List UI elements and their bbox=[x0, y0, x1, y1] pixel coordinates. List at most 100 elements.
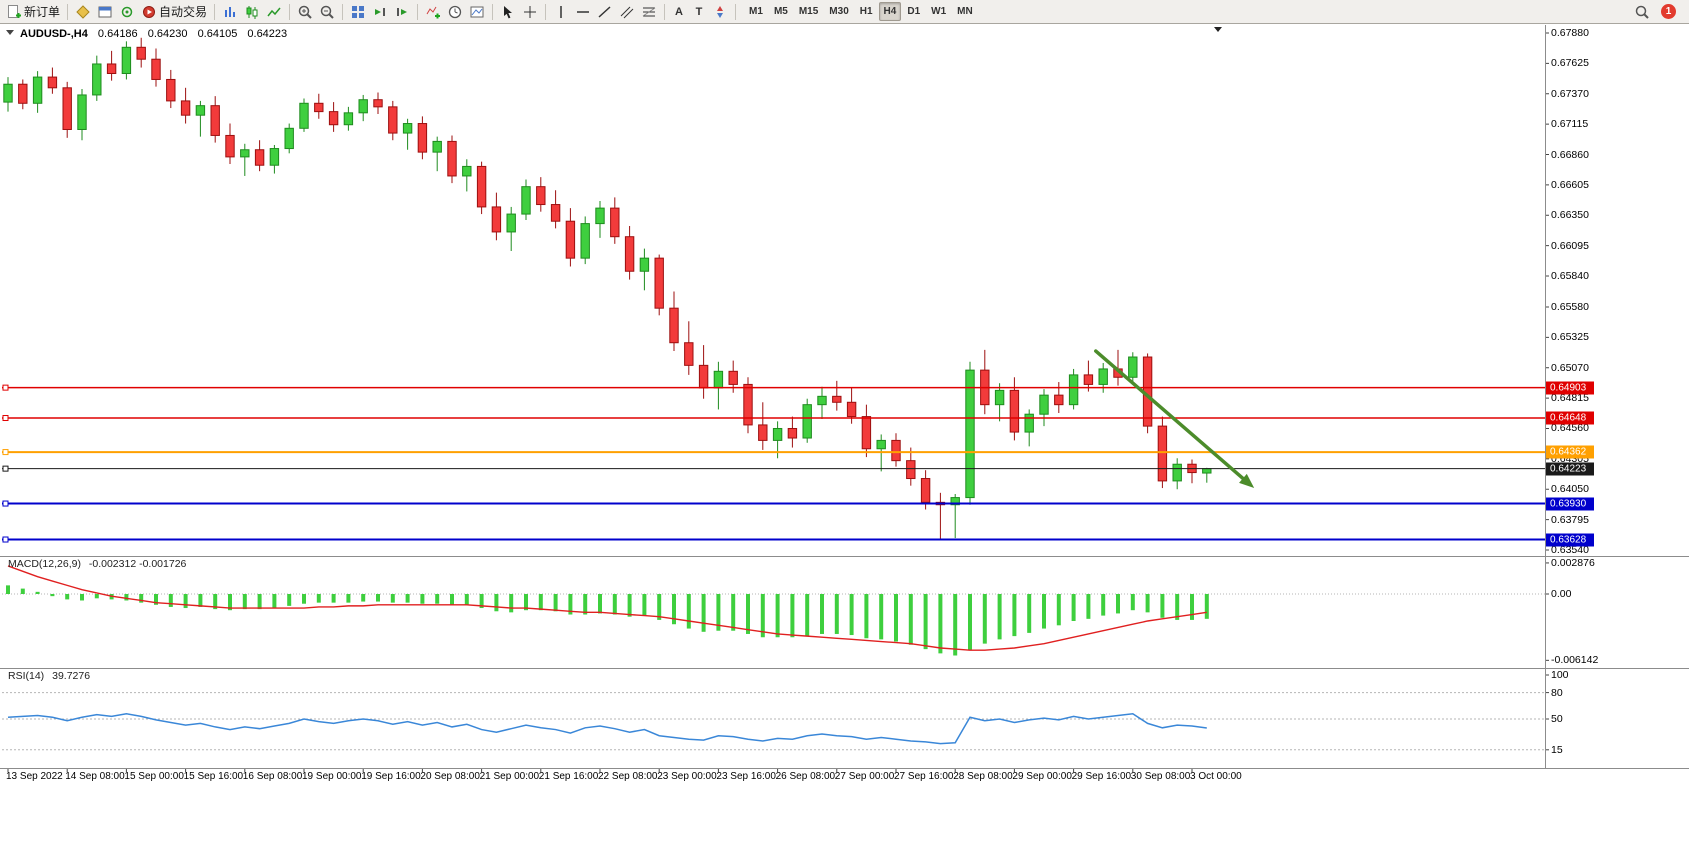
timeframe-M15[interactable]: M15 bbox=[798, 6, 819, 17]
timeframe-W1[interactable]: W1 bbox=[931, 6, 947, 17]
macd-name: MACD(12,26,9) bbox=[8, 558, 81, 570]
timeframe-H4[interactable]: H4 bbox=[878, 2, 902, 21]
tile-windows-button[interactable] bbox=[348, 2, 368, 22]
one-click-trading-toggle[interactable] bbox=[6, 30, 14, 35]
market-watch-button[interactable] bbox=[117, 2, 137, 22]
line-chart-button[interactable] bbox=[264, 2, 284, 22]
search-icon bbox=[1634, 4, 1650, 20]
price-tag: 0.64362 bbox=[1546, 445, 1594, 459]
chart-shift-marker[interactable] bbox=[1214, 27, 1222, 32]
panel-separator-rsi[interactable] bbox=[0, 668, 1689, 669]
timeframe-M1[interactable]: M1 bbox=[749, 6, 763, 17]
timeframe-D1[interactable]: D1 bbox=[907, 6, 921, 17]
open-value: 0.64186 bbox=[97, 28, 138, 40]
trendline-button[interactable] bbox=[595, 2, 615, 22]
text-label-button[interactable]: T bbox=[690, 2, 708, 22]
hline-handle[interactable] bbox=[2, 384, 9, 391]
horizontal-line-button[interactable] bbox=[573, 2, 593, 22]
candle-body bbox=[136, 46, 146, 60]
trend-arrow-head[interactable] bbox=[1239, 473, 1255, 489]
arrows-button[interactable] bbox=[710, 2, 730, 22]
candle-body bbox=[861, 416, 872, 450]
text-button[interactable]: A bbox=[670, 2, 688, 22]
price-axis-label: 0.66860 bbox=[1551, 148, 1589, 161]
bar-chart-button[interactable] bbox=[220, 2, 240, 22]
timeframe-M5[interactable]: M5 bbox=[773, 6, 788, 17]
chart-header: AUDUSD-,H4 0.64186 0.64230 0.64105 0.642… bbox=[20, 28, 294, 40]
time-axis-label: 26 Sep 08:00 bbox=[775, 771, 836, 782]
fibonacci-button[interactable] bbox=[639, 2, 659, 22]
notification-badge[interactable]: 1 bbox=[1661, 4, 1676, 19]
trend-arrow[interactable] bbox=[1094, 349, 1249, 484]
zoom-in-button[interactable] bbox=[295, 2, 315, 22]
price-tag: 0.63628 bbox=[1546, 533, 1594, 547]
periods-button[interactable] bbox=[445, 2, 465, 22]
vertical-line-button[interactable] bbox=[551, 2, 571, 22]
time-axis-label: 19 Sep 00:00 bbox=[302, 771, 362, 782]
rsi-name: RSI(14) bbox=[8, 670, 45, 682]
time-axis-label: 21 Sep 00:00 bbox=[479, 771, 540, 782]
crosshair-button[interactable] bbox=[520, 2, 540, 22]
new-order-icon bbox=[6, 4, 22, 20]
templates-icon bbox=[469, 4, 485, 20]
candle-body bbox=[121, 46, 132, 75]
candle-body bbox=[550, 204, 561, 222]
zoom-out-icon bbox=[319, 4, 335, 20]
price-tag: 0.64223 bbox=[1546, 462, 1594, 476]
candle-body bbox=[491, 206, 502, 233]
candle-body bbox=[506, 213, 516, 233]
price-axis-label: 0.66350 bbox=[1551, 209, 1589, 222]
candle-body bbox=[1202, 468, 1212, 474]
cursor-button[interactable] bbox=[498, 2, 518, 22]
candle-body bbox=[343, 112, 354, 126]
hline-handle[interactable] bbox=[2, 536, 9, 543]
chart-shift-icon bbox=[394, 4, 410, 20]
time-axis-label: 28 Sep 08:00 bbox=[953, 771, 1013, 782]
candle-body bbox=[1054, 394, 1064, 406]
macd-scale-label: 0.002876 bbox=[1551, 556, 1595, 569]
profiles-button[interactable] bbox=[95, 2, 115, 22]
new-order-button[interactable]: 新订单 bbox=[4, 2, 62, 22]
candlestick-chart-button[interactable] bbox=[242, 2, 262, 22]
hline-handle[interactable] bbox=[2, 500, 9, 507]
price-axis-label: 0.66605 bbox=[1551, 178, 1589, 191]
hline-handle[interactable] bbox=[2, 465, 9, 472]
candle-body bbox=[180, 100, 191, 116]
indicators-button[interactable] bbox=[423, 2, 443, 22]
time-axis-label: 23 Sep 00:00 bbox=[657, 771, 717, 782]
candle-body bbox=[328, 111, 339, 126]
candle-body bbox=[373, 99, 383, 108]
hline-handle[interactable] bbox=[2, 449, 9, 456]
hline-handle[interactable] bbox=[2, 415, 9, 422]
fibonacci-icon bbox=[641, 4, 657, 20]
bar-chart-icon bbox=[222, 4, 238, 20]
timeframe-MN[interactable]: MN bbox=[957, 6, 973, 17]
equidistant-channel-button[interactable] bbox=[617, 2, 637, 22]
candle-body bbox=[92, 63, 102, 96]
candle-body bbox=[713, 370, 724, 389]
auto-scroll-button[interactable] bbox=[370, 2, 390, 22]
toolbar-separator bbox=[289, 3, 291, 20]
chart-wizard-button[interactable] bbox=[73, 2, 93, 22]
candle-body bbox=[1039, 394, 1049, 415]
search-button[interactable] bbox=[1632, 2, 1652, 22]
candle-body bbox=[240, 149, 250, 158]
time-axis-label: 20 Sep 08:00 bbox=[420, 771, 480, 782]
timeframe-H1[interactable]: H1 bbox=[859, 6, 873, 17]
candle-body bbox=[817, 395, 827, 406]
zoom-out-button[interactable] bbox=[317, 2, 337, 22]
candle-body bbox=[521, 186, 531, 215]
low-value: 0.64105 bbox=[197, 28, 238, 40]
auto-trading-button[interactable]: 自动交易 bbox=[139, 2, 209, 22]
rsi-scale-label: 100 bbox=[1551, 669, 1569, 681]
candle-body bbox=[698, 364, 709, 389]
chart-shift-button[interactable] bbox=[392, 2, 412, 22]
templates-button[interactable] bbox=[467, 2, 487, 22]
main-toolbar: 新订单 自动交易 bbox=[0, 0, 1689, 24]
candle-body bbox=[846, 401, 857, 418]
panel-separator-macd[interactable] bbox=[0, 556, 1689, 557]
candle-body bbox=[891, 439, 901, 462]
timeframe-M30[interactable]: M30 bbox=[829, 6, 849, 17]
candle-body bbox=[624, 236, 635, 272]
